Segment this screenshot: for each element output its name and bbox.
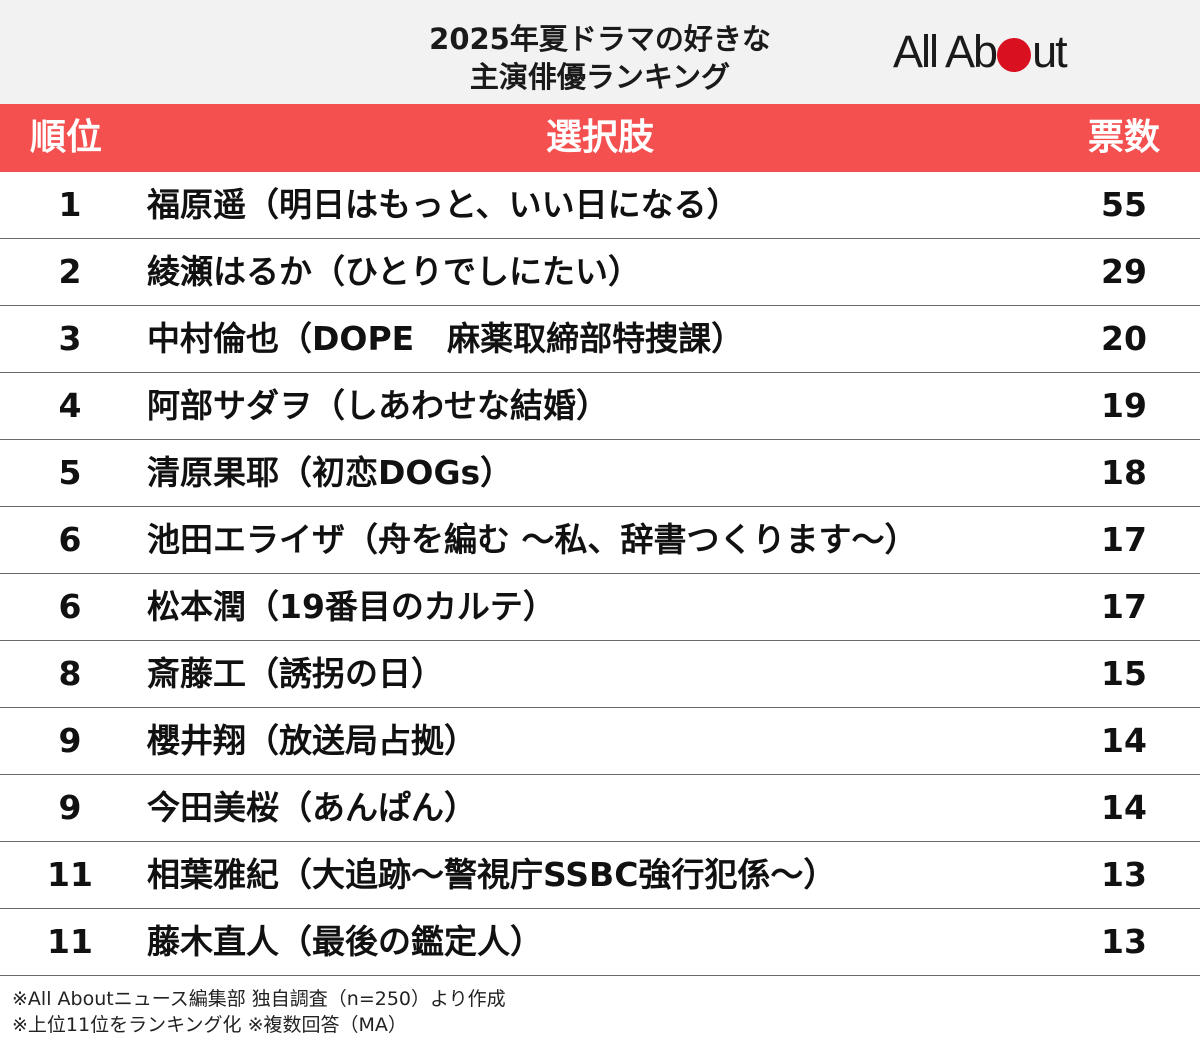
option-cell: 池田エライザ（舟を編む ～私、辞書つくります～） [147,520,918,559]
table-row: 11 藤木直人（最後の鑑定人） 13 [0,909,1200,976]
table-body: 1 福原遥（明日はもっと、いい日になる） 55 2 綾瀬はるか（ひとりでしにたい） 29 3… [0,172,1200,976]
table-header: 順位 選択肢 票数 [0,104,1200,172]
header: 2025年夏ドラマの好きな 主演俳優ランキング All Ab ut [0,0,1200,104]
votes-cell: 20 [1101,319,1147,358]
table-row: 3 中村倫也（DOPE 麻薬取締部特捜課） 20 [0,306,1200,373]
column-header-votes: 票数 [1088,117,1161,158]
table-row: 11 相葉雅紀（大追跡～警視庁SSBC強行犯係～） 13 [0,842,1200,909]
option-cell: 相葉雅紀（大追跡～警視庁SSBC強行犯係～） [147,855,837,894]
footnote-method: ※上位11位をランキング化 ※複数回答（MA） [12,1014,407,1036]
rank-cell: 11 [47,922,93,961]
column-header-rank: 順位 [30,117,103,158]
votes-cell: 17 [1101,587,1147,626]
option-cell: 福原遥（明日はもっと、いい日になる） [147,185,740,224]
table-row: 6 池田エライザ（舟を編む ～私、辞書つくります～） 17 [0,507,1200,574]
table-row: 8 斎藤工（誘拐の日） 15 [0,641,1200,708]
rank-cell: 8 [58,654,82,693]
logo-text-right: ut [1032,26,1068,77]
option-cell: 阿部サダヲ（しあわせな結婚） [147,386,609,425]
option-cell: 清原果耶（初恋DOGs） [147,453,514,492]
table-row: 6 松本潤（19番目のカルテ） 17 [0,574,1200,641]
table-row: 2 綾瀬はるか（ひとりでしにたい） 29 [0,239,1200,306]
votes-cell: 13 [1101,922,1147,961]
logo-dot-icon [997,38,1032,72]
votes-cell: 15 [1101,654,1147,693]
column-header-option: 選択肢 [545,117,654,158]
votes-cell: 14 [1101,721,1147,760]
rank-cell: 2 [58,252,82,291]
votes-cell: 19 [1101,386,1147,425]
table-row: 9 櫻井翔（放送局占拠） 14 [0,708,1200,775]
table-row: 4 阿部サダヲ（しあわせな結婚） 19 [0,373,1200,440]
rank-cell: 1 [58,185,82,224]
votes-cell: 17 [1101,520,1147,559]
votes-cell: 13 [1101,855,1147,894]
rank-cell: 6 [58,587,82,626]
option-cell: 藤木直人（最後の鑑定人） [147,922,543,961]
option-cell: 松本潤（19番目のカルテ） [147,587,556,626]
all-about-logo: All Ab ut [893,26,1068,78]
table-row: 1 福原遥（明日はもっと、いい日になる） 55 [0,172,1200,239]
option-cell: 綾瀬はるか（ひとりでしにたい） [147,252,642,291]
votes-cell: 18 [1101,453,1147,492]
logo-text-left: All Ab [893,26,998,77]
table-row: 5 清原果耶（初恋DOGs） 18 [0,440,1200,507]
rank-cell: 4 [58,386,82,425]
rank-cell: 11 [47,855,93,894]
option-cell: 斎藤工（誘拐の日） [147,654,444,693]
rank-cell: 9 [58,788,82,827]
votes-cell: 29 [1101,252,1147,291]
rank-cell: 6 [58,520,82,559]
title-line-1: 2025年夏ドラマの好きな [429,22,771,56]
option-cell: 今田美桜（あんぱん） [147,788,477,827]
title-line-2: 主演俳優ランキング [469,60,731,94]
table-row: 9 今田美桜（あんぱん） 14 [0,775,1200,842]
option-cell: 中村倫也（DOPE 麻薬取締部特捜課） [147,319,745,358]
footnote-source: ※All Aboutニュース編集部 独自調査（n=250）より作成 [12,988,506,1010]
votes-cell: 55 [1101,185,1147,224]
rank-cell: 5 [58,453,82,492]
rank-cell: 3 [58,319,82,358]
votes-cell: 14 [1101,788,1147,827]
option-cell: 櫻井翔（放送局占拠） [147,721,477,760]
rank-cell: 9 [58,721,82,760]
